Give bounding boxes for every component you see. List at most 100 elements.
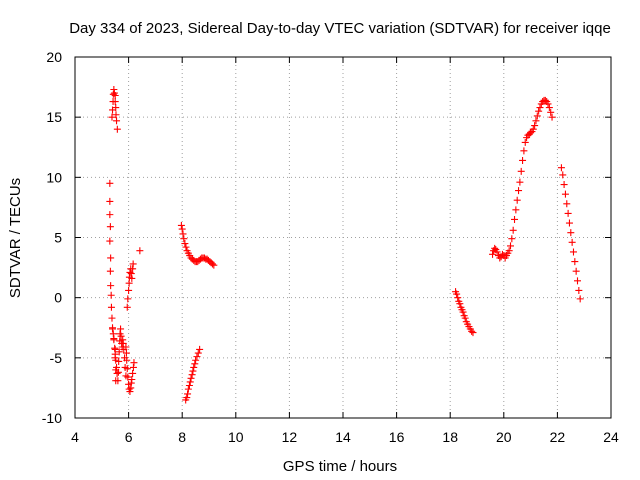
data-point — [122, 343, 130, 351]
data-point — [185, 382, 193, 390]
y-tick-label: 5 — [54, 230, 62, 246]
data-point — [527, 129, 535, 137]
data-point — [113, 369, 121, 377]
data-point — [182, 243, 190, 251]
data-point — [509, 226, 517, 234]
data-point — [111, 344, 119, 352]
data-point — [572, 267, 580, 275]
data-point — [511, 215, 519, 223]
data-point — [180, 235, 188, 243]
data-point — [111, 98, 119, 106]
data-point — [210, 261, 218, 269]
data-point — [571, 258, 579, 266]
data-point — [493, 248, 501, 256]
data-point — [192, 356, 200, 364]
data-point — [513, 196, 521, 204]
data-point — [547, 108, 555, 116]
data-point — [569, 248, 577, 256]
y-tick-label: 15 — [46, 109, 62, 125]
data-point — [125, 286, 133, 294]
data-point — [560, 181, 568, 189]
data-point — [177, 221, 185, 229]
chart-title: Day 334 of 2023, Sidereal Day-to-day VTE… — [69, 20, 611, 37]
data-point — [541, 96, 549, 104]
data-point — [106, 237, 114, 245]
data-point — [498, 250, 506, 258]
data-point — [567, 229, 575, 237]
x-axis-label: GPS time / hours — [283, 458, 397, 475]
data-point — [536, 104, 544, 112]
data-point — [114, 368, 122, 376]
plot-frame — [74, 56, 612, 419]
y-tick-label: -10 — [42, 410, 62, 426]
data-point — [565, 219, 573, 227]
data-point — [111, 92, 119, 100]
data-point — [491, 244, 499, 252]
data-point — [535, 107, 543, 115]
data-point — [189, 367, 197, 375]
data-point — [187, 374, 195, 382]
y-tick-label: 20 — [46, 49, 62, 65]
data-point — [110, 336, 118, 344]
data-point — [123, 303, 131, 311]
grid — [75, 57, 611, 418]
data-point — [561, 190, 569, 198]
y-tick-labels: -10 -5 0 5 10 15 20 — [42, 49, 62, 426]
data-point — [563, 200, 571, 208]
x-tick-label: 20 — [496, 429, 512, 445]
data-point — [184, 390, 192, 398]
data-point — [106, 197, 114, 205]
data-point — [123, 356, 131, 364]
data-point — [532, 117, 540, 125]
data-point — [126, 388, 134, 396]
data-point — [557, 164, 565, 172]
data-point — [469, 329, 477, 337]
data-point — [576, 295, 584, 303]
data-point — [515, 187, 523, 195]
data-point — [126, 268, 134, 276]
data-point — [178, 225, 186, 233]
data-point — [124, 295, 132, 303]
data-point — [106, 211, 114, 219]
data-point — [130, 359, 138, 367]
data-point — [516, 178, 524, 186]
data-point — [568, 238, 576, 246]
data-point — [190, 363, 198, 371]
data-point — [461, 314, 469, 322]
y-tick-label: 10 — [46, 169, 62, 185]
data-point — [107, 303, 115, 311]
data-point — [508, 235, 516, 243]
data-point — [107, 254, 115, 262]
data-point — [521, 138, 529, 146]
data-point — [112, 356, 120, 364]
data-point — [117, 332, 125, 340]
data-point — [456, 300, 464, 308]
data-point — [123, 365, 131, 373]
data-point — [125, 279, 133, 287]
data-point — [112, 111, 120, 119]
data-point — [544, 100, 552, 108]
data-point — [124, 373, 132, 381]
data-point — [194, 349, 202, 357]
data-point — [186, 378, 194, 386]
x-tick-label: 12 — [282, 429, 298, 445]
x-tick-label: 4 — [71, 429, 79, 445]
data-point — [454, 294, 462, 302]
data-point — [517, 167, 525, 175]
data-points — [106, 85, 584, 404]
data-point — [107, 291, 115, 299]
data-point — [136, 247, 144, 255]
data-point — [106, 179, 114, 187]
data-point — [109, 324, 117, 332]
data-point — [117, 325, 125, 333]
data-point — [533, 112, 541, 120]
data-point — [184, 385, 192, 393]
data-point — [520, 147, 528, 155]
data-point — [106, 223, 114, 231]
x-tick-label: 8 — [178, 429, 186, 445]
x-tick-label: 18 — [442, 429, 458, 445]
data-point — [122, 349, 130, 357]
data-point — [113, 125, 121, 133]
x-tick-label: 6 — [125, 429, 133, 445]
